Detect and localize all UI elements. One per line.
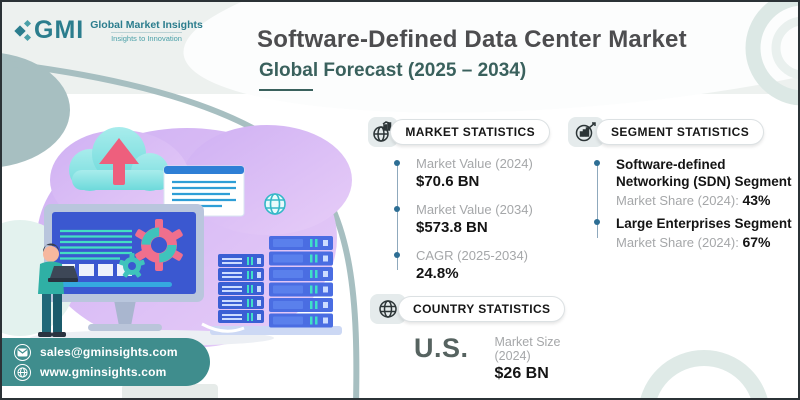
country-statistics-section: COUNTRY STATISTICS U.S. Market Size (202… xyxy=(370,294,600,383)
country-name: U.S. xyxy=(414,333,469,363)
logo-name: Global Market Insights xyxy=(90,18,203,31)
stat-value: 67% xyxy=(742,234,771,250)
list-item: Market Value (2024) $70.6 BN xyxy=(394,156,550,190)
stat-value: $26 BN xyxy=(494,365,549,382)
stat-label: Market Share (2024): xyxy=(616,235,739,250)
cloud-upload-icon xyxy=(69,127,169,191)
list-item: Market Value (2034) $573.8 BN xyxy=(394,202,550,236)
page-subtitle: Global Forecast (2025 – 2034) xyxy=(259,60,527,81)
ground-block xyxy=(122,384,218,398)
segment-statistics-list: Software-defined Networking (SDN) Segmen… xyxy=(594,156,796,250)
diamond-icon xyxy=(14,18,32,44)
screen-text-lines xyxy=(60,229,132,260)
stat-label: Market Size (2024) xyxy=(494,335,561,363)
corner-blob xyxy=(2,53,70,167)
ring-decor-top-right-inner xyxy=(771,16,798,80)
mail-icon xyxy=(14,343,31,361)
country-statistics-header: COUNTRY STATISTICS xyxy=(398,296,566,322)
monitor xyxy=(44,204,245,333)
subtitle-underline xyxy=(259,89,313,91)
segment-statistics-header: SEGMENT STATISTICS xyxy=(596,119,765,145)
stat-label: Market Value (2034) xyxy=(416,202,533,217)
person-with-laptop xyxy=(38,243,78,337)
stat-label: Market Share (2024): xyxy=(616,193,739,208)
logo-tagline: Insights to Innovation xyxy=(111,31,182,43)
globe-illustration-icon xyxy=(264,193,286,215)
stat-value: 43% xyxy=(742,192,771,208)
market-statistics-section: MARKET STATISTICS Market Value (2024) $7… xyxy=(368,117,550,294)
contact-website-text: www.gminsights.com xyxy=(40,365,167,379)
website-globe-icon xyxy=(14,363,31,381)
market-statistics-list: Market Value (2024) $70.6 BN Market Valu… xyxy=(394,156,550,282)
stat-label: Market Value (2024) xyxy=(416,156,533,171)
segment-title: Large Enterprises Segment xyxy=(616,216,792,231)
contact-email-text: sales@gminsights.com xyxy=(40,345,178,359)
stat-value: $70.6 BN xyxy=(416,173,480,190)
contact-website-link[interactable]: www.gminsights.com xyxy=(14,363,210,381)
screen-progress-bar xyxy=(60,282,172,287)
logo-abbr: GMI xyxy=(34,16,85,44)
ring-decor-top-right xyxy=(745,2,798,106)
gmi-logo: GMI Global Market Insights Insights to I… xyxy=(14,16,203,45)
list-item: CAGR (2025-2034) 24.8% xyxy=(394,248,550,282)
contact-block: sales@gminsights.com www.gminsights.com xyxy=(2,338,210,386)
market-statistics-header: MARKET STATISTICS xyxy=(390,119,550,145)
header-white-swoosh xyxy=(183,2,798,113)
segment-statistics-section: SEGMENT STATISTICS Software-defined Netw… xyxy=(568,117,796,262)
ring-decor-bottom-right xyxy=(640,350,768,398)
list-item: Software-defined Networking (SDN) Segmen… xyxy=(594,156,796,208)
stat-value: 24.8% xyxy=(416,265,459,282)
gears-icon xyxy=(119,219,183,278)
stat-label: CAGR (2025-2034) xyxy=(416,248,528,263)
page-title: Software-Defined Data Center Market xyxy=(257,26,687,53)
contact-email-link[interactable]: sales@gminsights.com xyxy=(14,343,210,361)
stat-value: $573.8 BN xyxy=(416,219,488,236)
server-tower-right xyxy=(269,236,333,328)
gmi-logo-icon: GMI xyxy=(14,16,85,45)
list-item: Large Enterprises Segment Market Share (… xyxy=(594,215,796,250)
datacenter-illustration xyxy=(2,125,352,398)
segment-title: Software-defined Networking (SDN) Segmen… xyxy=(616,157,792,189)
server-tower-left xyxy=(218,254,264,323)
